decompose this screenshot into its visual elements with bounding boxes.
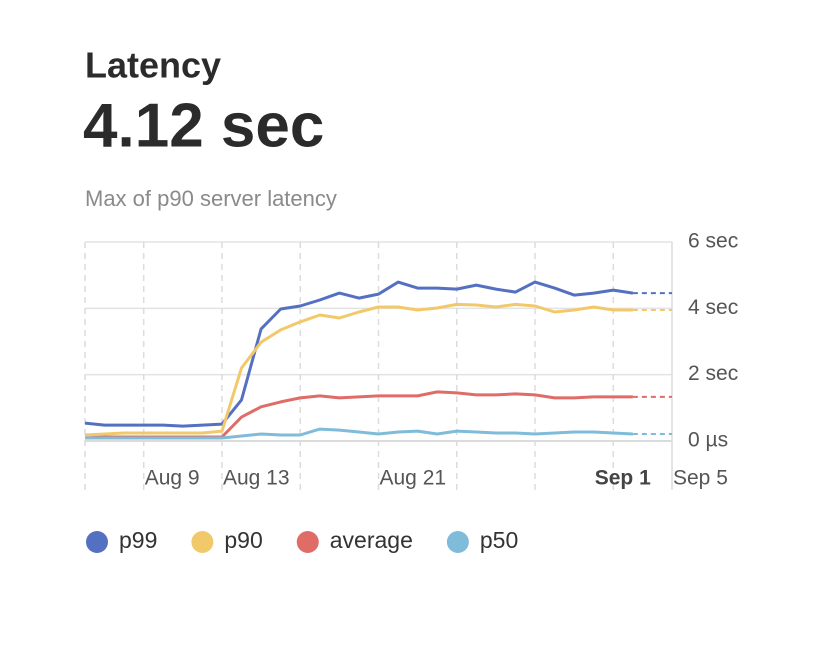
headline-value: 4.12 sec xyxy=(83,91,324,160)
y-tick-label: 6 sec xyxy=(688,230,738,253)
legend-swatch xyxy=(446,531,469,553)
x-tick-label: Aug 13 xyxy=(223,467,290,490)
x-tick-label: Aug 21 xyxy=(380,467,447,490)
series-line xyxy=(84,280,634,428)
x-tick-label: Sep 5 xyxy=(673,467,728,490)
legend-swatch xyxy=(296,531,319,553)
legend-label: average xyxy=(330,527,413,553)
legend-label: p90 xyxy=(224,527,262,553)
series-line xyxy=(85,427,633,440)
x-tick-label: Sep 1 xyxy=(595,467,651,490)
legend-swatch xyxy=(191,531,214,553)
y-tick-label: 0 µs xyxy=(688,429,728,452)
series-line xyxy=(84,302,633,437)
y-tick-label: 2 sec xyxy=(688,362,738,385)
chart-subtitle: Max of p90 server latency xyxy=(85,186,337,211)
legend-swatch xyxy=(86,531,108,553)
x-tick-label: Aug 9 xyxy=(145,467,200,490)
legend-label: p50 xyxy=(480,527,518,553)
chart-title: Latency xyxy=(85,45,221,86)
y-tick-label: 4 sec xyxy=(688,296,738,319)
legend-label: p99 xyxy=(119,527,157,553)
